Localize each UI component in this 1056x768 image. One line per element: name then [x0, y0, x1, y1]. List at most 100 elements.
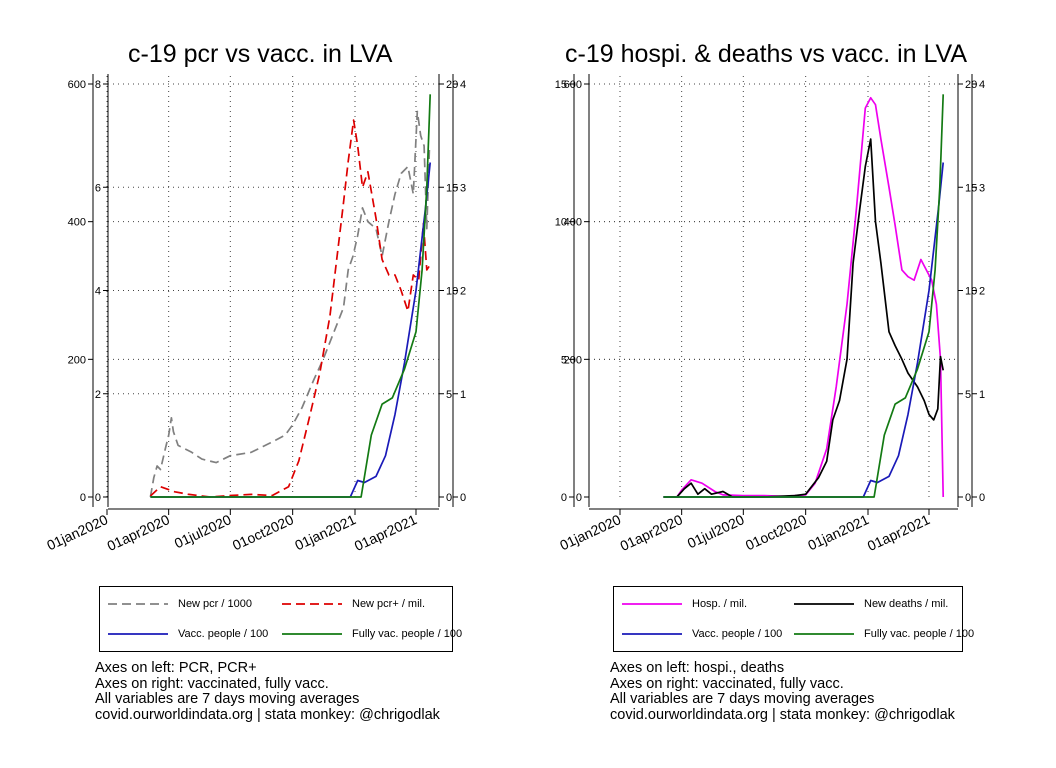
x-tick-label: 01jul2020 — [685, 511, 747, 551]
y-tick-label: 0 — [95, 492, 101, 504]
y-tick-label: 3 — [460, 182, 466, 194]
x-tick-label: 01jan2020 — [44, 511, 110, 553]
x-tick-label: 01apr2020 — [617, 511, 685, 554]
y-tick-label: 200 — [68, 354, 86, 366]
y-tick-label: 8 — [95, 79, 101, 91]
legend-swatch — [282, 603, 342, 605]
series-line — [663, 96, 945, 498]
legend-item: Fully vac. people / 100 — [794, 628, 974, 640]
legend-label: New deaths / mil. — [864, 598, 949, 610]
y-tick-label: 1 — [979, 389, 985, 401]
series-line — [149, 110, 431, 498]
x-tick-label: 01apr2021 — [865, 511, 933, 554]
x-tick-label: 01apr2020 — [104, 511, 172, 554]
series-line — [663, 162, 945, 498]
chart-title-left: c-19 pcr vs vacc. in LVA — [128, 40, 393, 68]
x-tick-label: 01oct2020 — [743, 511, 809, 553]
y-tick-label: 20 — [446, 79, 458, 91]
legend-label: Vacc. people / 100 — [692, 628, 783, 640]
note-line: All variables are 7 days moving averages — [95, 691, 360, 707]
y-tick-label: 4 — [979, 79, 985, 91]
y-tick-label: 10 — [446, 286, 458, 298]
y-tick-label: 600 — [68, 79, 86, 91]
legend-item: Vacc. people / 100 — [622, 628, 782, 640]
y-tick-label: 0 — [561, 492, 567, 504]
legend-left: New pcr / 1000 New pcr+ / mil. Vacc. peo… — [99, 586, 462, 652]
legend-swatch — [622, 633, 682, 635]
y-tick-label: 400 — [564, 217, 582, 229]
y-tick-label: 5 — [965, 389, 971, 401]
legend-item: Vacc. people / 100 — [108, 628, 268, 640]
legend-label: Hosp. / mil. — [692, 598, 748, 610]
y-tick-label: 2 — [460, 286, 466, 298]
y-tick-label: 0 — [965, 492, 971, 504]
note-line: Axes on left: hospi., deaths — [610, 660, 785, 676]
y-tick-label: 3 — [979, 182, 985, 194]
note-line: Axes on left: PCR, PCR+ — [95, 660, 257, 676]
y-tick-label: 5 — [561, 354, 567, 366]
legend-item: Fully vac. people / 100 — [282, 628, 462, 640]
y-tick-label: 2 — [979, 286, 985, 298]
legend-swatch — [282, 633, 342, 635]
x-tick-label: 01jul2020 — [172, 511, 234, 551]
legend-label: New pcr / 1000 — [178, 598, 252, 610]
legend-item: New pcr / 1000 — [108, 598, 252, 610]
y-tick-label: 0 — [460, 492, 466, 504]
x-tick-label: 01jan2021 — [292, 511, 358, 553]
y-tick-label: 400 — [68, 217, 86, 229]
legend-swatch — [108, 633, 168, 635]
y-tick-label: 15 — [446, 182, 458, 194]
y-tick-label: 6 — [95, 182, 101, 194]
legend-swatch — [108, 603, 168, 605]
y-tick-label: 0 — [979, 492, 985, 504]
note-line: All variables are 7 days moving averages — [610, 691, 875, 707]
y-tick-label: 15 — [965, 182, 977, 194]
y-tick-label: 5 — [446, 389, 452, 401]
legend-label: Fully vac. people / 100 — [352, 628, 463, 640]
y-tick-label: 15 — [555, 79, 567, 91]
legend-item: Hosp. / mil. — [622, 598, 747, 610]
series-line — [149, 119, 431, 498]
legend-item: New deaths / mil. — [794, 598, 948, 610]
y-tick-label: 20 — [965, 79, 977, 91]
note-line: Axes on right: vaccinated, fully vacc. — [95, 675, 329, 692]
legend-swatch — [794, 603, 854, 605]
notes-right: Axes on left: hospi., deaths Axes on rig… — [610, 660, 955, 723]
series-line — [663, 94, 945, 498]
y-tick-label: 10 — [555, 217, 567, 229]
y-tick-label: 0 — [446, 492, 452, 504]
x-tick-label: 01apr2021 — [352, 511, 420, 554]
y-tick-label: 200 — [564, 354, 582, 366]
chart-left: 020040060002468051015200123401jan202001a… — [44, 74, 466, 554]
y-tick-label: 1 — [460, 389, 466, 401]
y-tick-label: 10 — [965, 286, 977, 298]
legend-label: Vacc. people / 100 — [178, 628, 269, 640]
y-tick-label: 2 — [95, 389, 101, 401]
y-tick-label: 4 — [95, 286, 101, 298]
plot-area — [589, 74, 958, 507]
x-tick-label: 01jan2021 — [805, 511, 871, 553]
y-tick-label: 4 — [460, 79, 466, 91]
note-line: covid.ourworldindata.org | stata monkey:… — [95, 706, 440, 723]
legend-swatch — [622, 603, 682, 605]
legend-label: New pcr+ / mil. — [352, 598, 426, 610]
y-tick-label: 0 — [80, 492, 86, 504]
chart-title-right: c-19 hospi. & deaths vs vacc. in LVA — [565, 40, 968, 68]
legend-item: New pcr+ / mil. — [282, 598, 425, 610]
legend-label: Fully vac. people / 100 — [864, 628, 975, 640]
chart-right: 0510150200400600051015200123401jan202001… — [555, 74, 985, 554]
legend-swatch — [794, 633, 854, 635]
y-tick-label: 600 — [564, 79, 582, 91]
x-tick-label: 01oct2020 — [230, 511, 296, 553]
notes-left: Axes on left: PCR, PCR+ Axes on right: v… — [95, 660, 440, 723]
note-line: Axes on right: vaccinated, fully vacc. — [610, 675, 844, 692]
y-tick-label: 0 — [576, 492, 582, 504]
series-line — [150, 94, 432, 498]
x-tick-label: 01jan2020 — [557, 511, 623, 553]
legend-right: Hosp. / mil. New deaths / mil. Vacc. peo… — [613, 586, 974, 652]
note-line: covid.ourworldindata.org | stata monkey:… — [610, 706, 955, 723]
series-line — [150, 162, 432, 498]
series-line — [663, 138, 945, 498]
